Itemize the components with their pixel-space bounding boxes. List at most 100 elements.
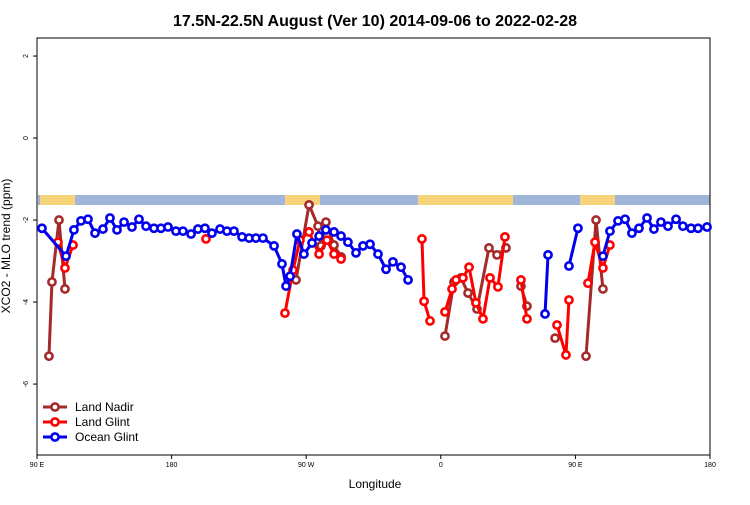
y-tick-label: -6 — [23, 381, 30, 387]
legend-label: Land Glint — [75, 415, 130, 429]
data-point — [388, 256, 398, 267]
data-point — [321, 217, 331, 228]
data-point — [322, 235, 332, 246]
plot-frame — [36, 37, 711, 456]
data-point — [493, 281, 503, 292]
data-point — [471, 297, 481, 308]
data-point — [620, 214, 630, 225]
data-point — [552, 320, 562, 330]
data-point — [37, 223, 47, 234]
data-point — [702, 222, 712, 232]
data-point — [564, 295, 574, 305]
x-tick-label: 90 W — [298, 462, 315, 469]
data-point — [573, 223, 583, 234]
data-point — [314, 231, 324, 241]
data-point — [119, 217, 129, 228]
y-tick-label: 0 — [23, 136, 30, 140]
x-tick-label: 90 E — [568, 462, 583, 469]
data-point — [627, 228, 637, 239]
data-point — [381, 264, 391, 275]
data-point — [656, 217, 666, 228]
data-point — [258, 233, 268, 243]
ocean-band — [38, 195, 710, 205]
data-point — [605, 226, 615, 237]
y-tick-label: 2 — [23, 54, 30, 58]
data-point — [484, 243, 494, 253]
data-point — [281, 281, 291, 291]
data-point — [343, 237, 353, 248]
data-point — [564, 261, 574, 271]
data-point — [540, 309, 550, 319]
data-point — [277, 259, 287, 269]
data-point — [299, 249, 309, 259]
legend-marker — [50, 417, 60, 427]
data-point — [598, 251, 608, 262]
data-point — [598, 263, 608, 273]
data-point — [127, 222, 137, 232]
data-point — [590, 237, 600, 248]
data-point — [419, 296, 429, 307]
y-axis-label: XCO2 - MLO trend (ppm) — [0, 179, 13, 314]
data-point — [98, 224, 108, 234]
data-point — [458, 272, 468, 283]
land-band — [580, 195, 615, 205]
data-point — [351, 247, 361, 258]
chart-title: 17.5N-22.5N August (Ver 10) 2014-09-06 t… — [173, 13, 577, 30]
data-point — [500, 231, 510, 242]
x-axis-label: Longitude — [349, 477, 402, 491]
legend-marker — [50, 402, 60, 412]
data-point — [105, 213, 115, 223]
data-point — [485, 272, 495, 283]
land-band — [285, 195, 320, 205]
data-point — [522, 313, 532, 324]
data-point — [60, 284, 70, 294]
legend-label: Ocean Glint — [75, 430, 139, 444]
data-point — [292, 229, 302, 239]
data-point — [269, 240, 279, 251]
data-point — [478, 313, 488, 324]
data-point — [90, 228, 100, 239]
data-point — [417, 234, 427, 244]
x-tick-label: 180 — [704, 462, 716, 469]
data-point — [581, 351, 591, 362]
data-point — [44, 351, 54, 362]
data-point — [336, 254, 346, 264]
data-point — [642, 213, 652, 223]
data-point — [440, 306, 450, 317]
data-point — [336, 231, 346, 241]
data-point — [321, 224, 331, 235]
data-point — [307, 238, 317, 248]
data-point — [634, 223, 644, 234]
data-point — [440, 331, 450, 341]
data-point — [425, 316, 435, 326]
data-point — [134, 214, 144, 225]
data-point — [663, 221, 673, 232]
land-band — [418, 195, 513, 205]
data-point — [492, 250, 502, 260]
data-point — [304, 227, 314, 237]
legend-marker — [50, 432, 60, 442]
data-point — [693, 223, 703, 234]
data-point — [54, 215, 64, 225]
x-tick-label: 90 E — [30, 462, 45, 469]
data-point — [314, 249, 324, 259]
legend-label: Land Nadir — [75, 400, 134, 414]
map-strip — [38, 195, 710, 205]
data-point — [163, 222, 173, 232]
data-point — [141, 221, 151, 232]
data-point — [60, 263, 70, 273]
data-point — [229, 226, 239, 237]
data-point — [550, 333, 560, 344]
data-point — [69, 224, 79, 235]
data-point — [463, 288, 473, 298]
data-point — [200, 223, 210, 234]
data-point — [329, 227, 339, 237]
data-point — [447, 284, 457, 294]
x-tick-label: 180 — [166, 462, 178, 469]
data-point — [543, 250, 553, 260]
data-point — [591, 215, 601, 225]
data-point — [112, 224, 122, 235]
data-point — [649, 224, 659, 234]
